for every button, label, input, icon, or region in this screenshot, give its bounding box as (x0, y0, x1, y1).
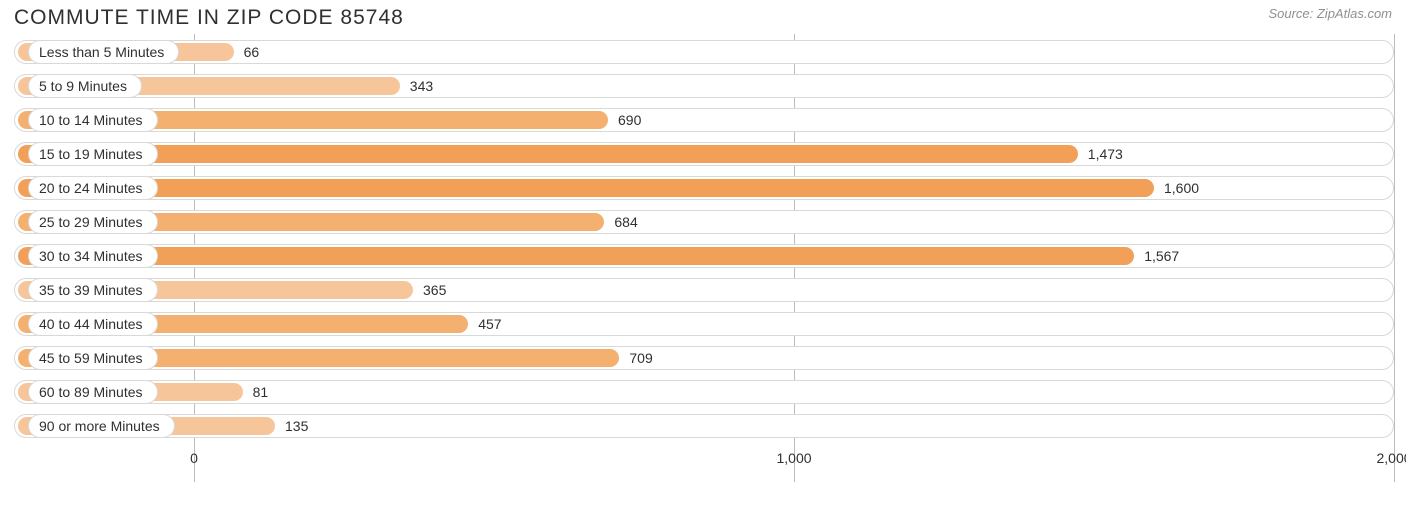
category-label: 25 to 29 Minutes (28, 210, 158, 234)
category-label: 60 to 89 Minutes (28, 380, 158, 404)
bar-fill (18, 145, 1078, 163)
bar-row: 40 to 44 Minutes 457 (14, 310, 1394, 338)
category-label: Less than 5 Minutes (28, 40, 179, 64)
value-label: 81 (243, 378, 269, 406)
category-label: 45 to 59 Minutes (28, 346, 158, 370)
value-label: 1,567 (1134, 242, 1179, 270)
value-label: 457 (468, 310, 501, 338)
value-label: 1,473 (1078, 140, 1123, 168)
x-tick-label: 1,000 (776, 450, 811, 466)
bar-rows: Less than 5 Minutes 66 5 to 9 Minutes 343 10… (14, 38, 1394, 446)
category-label: 90 or more Minutes (28, 414, 175, 438)
bar-row: 15 to 19 Minutes 1,473 (14, 140, 1394, 168)
bar-row: 90 or more Minutes 135 (14, 412, 1394, 440)
chart-title: COMMUTE TIME IN ZIP CODE 85748 (14, 6, 404, 30)
category-label: 30 to 34 Minutes (28, 244, 158, 268)
bar-row: Less than 5 Minutes 66 (14, 38, 1394, 66)
category-label: 15 to 19 Minutes (28, 142, 158, 166)
chart-source: Source: ZipAtlas.com (1268, 6, 1392, 21)
bar-row: 45 to 59 Minutes 709 (14, 344, 1394, 372)
grid-line (1394, 34, 1395, 482)
x-axis: 01,0002,000 (14, 450, 1394, 478)
value-label: 709 (619, 344, 652, 372)
bar-fill (18, 247, 1134, 265)
category-label: 10 to 14 Minutes (28, 108, 158, 132)
bar-row: 10 to 14 Minutes 690 (14, 106, 1394, 134)
bar-row: 25 to 29 Minutes 684 (14, 208, 1394, 236)
value-label: 343 (400, 72, 433, 100)
bar-row: 5 to 9 Minutes 343 (14, 72, 1394, 100)
x-tick-label: 2,000 (1376, 450, 1406, 466)
value-label: 135 (275, 412, 308, 440)
value-label: 690 (608, 106, 641, 134)
value-label: 66 (234, 38, 260, 66)
category-label: 20 to 24 Minutes (28, 176, 158, 200)
value-label: 1,600 (1154, 174, 1199, 202)
category-label: 35 to 39 Minutes (28, 278, 158, 302)
bar-row: 30 to 34 Minutes 1,567 (14, 242, 1394, 270)
category-label: 5 to 9 Minutes (28, 74, 142, 98)
bar-fill (18, 179, 1154, 197)
bar-row: 20 to 24 Minutes 1,600 (14, 174, 1394, 202)
bar-row: 60 to 89 Minutes 81 (14, 378, 1394, 406)
category-label: 40 to 44 Minutes (28, 312, 158, 336)
chart-container: COMMUTE TIME IN ZIP CODE 85748 Source: Z… (0, 0, 1406, 522)
value-label: 684 (604, 208, 637, 236)
x-tick-label: 0 (190, 450, 198, 466)
bar-row: 35 to 39 Minutes 365 (14, 276, 1394, 304)
chart-header: COMMUTE TIME IN ZIP CODE 85748 Source: Z… (0, 0, 1406, 30)
chart-plot-area: Less than 5 Minutes 66 5 to 9 Minutes 343 10… (14, 34, 1394, 482)
value-label: 365 (413, 276, 446, 304)
